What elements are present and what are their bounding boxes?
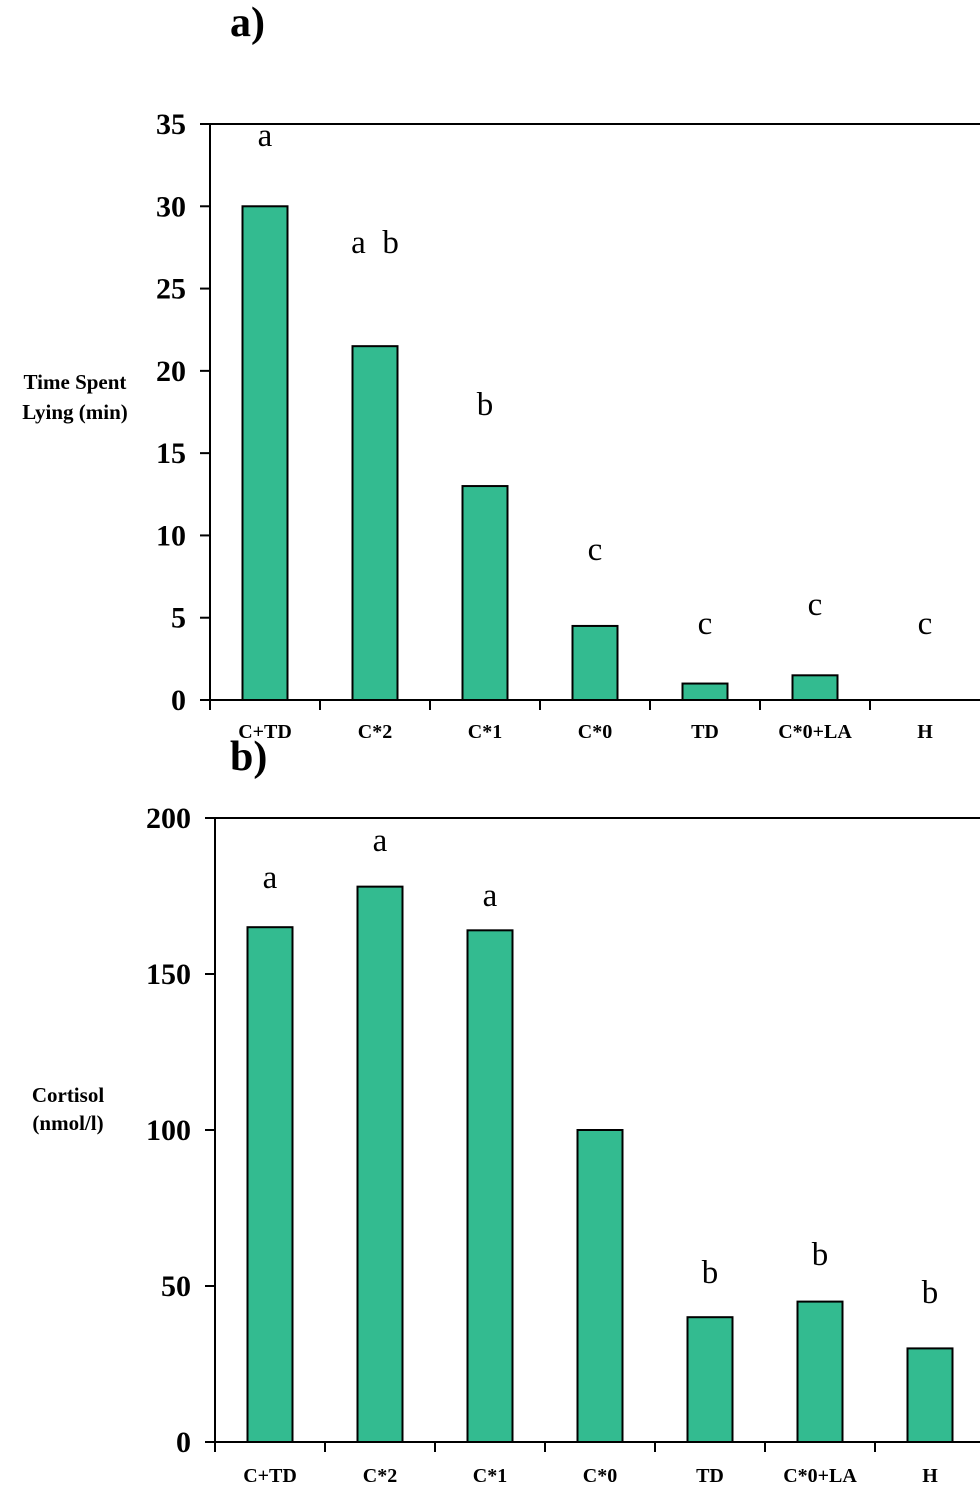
bar-c-2 bbox=[356, 885, 404, 1443]
significance-label: b bbox=[477, 387, 494, 423]
y-tick-label: 200 bbox=[146, 802, 191, 835]
significance-label: c bbox=[918, 606, 933, 642]
significance-label: c bbox=[808, 587, 823, 623]
chart-panel-b: b) Cortisol (nmol/l) 0 50 100 150 200 C+TD a C*2 a C… bbox=[32, 734, 980, 1487]
significance-label: c bbox=[588, 532, 603, 568]
significance-label: a bbox=[373, 823, 388, 859]
bar-c-td bbox=[246, 926, 294, 1443]
significance-label: b bbox=[812, 1237, 829, 1273]
x-tick-label: C*0 bbox=[583, 1465, 617, 1487]
significance-label: a bbox=[483, 878, 498, 914]
y-tick-label: 50 bbox=[161, 1270, 191, 1303]
panel-label: b) bbox=[230, 734, 267, 780]
y-tick-label: 30 bbox=[156, 190, 186, 223]
panel-label: a) bbox=[230, 0, 265, 46]
significance-label: a bbox=[258, 118, 273, 154]
y-tick-label: 100 bbox=[146, 1114, 191, 1147]
y-axis-label: (nmol/l) bbox=[32, 1111, 103, 1135]
significance-label: a b bbox=[351, 225, 399, 261]
significance-label: b bbox=[702, 1255, 719, 1291]
bar-c-0 bbox=[576, 1129, 624, 1443]
x-tick-label: TD bbox=[691, 721, 719, 743]
y-tick-label: 0 bbox=[171, 684, 186, 717]
bar-c-0-la bbox=[791, 674, 839, 701]
y-axis-label: Cortisol bbox=[32, 1083, 104, 1107]
significance-label: c bbox=[698, 606, 713, 642]
x-tick-label: C*2 bbox=[358, 721, 392, 743]
bar-td bbox=[681, 682, 729, 701]
x-tick-label: TD bbox=[696, 1465, 724, 1487]
y-tick-label: 10 bbox=[156, 519, 186, 552]
x-tick-label: C*2 bbox=[363, 1465, 397, 1487]
bar-c-1 bbox=[461, 485, 509, 701]
x-tick-label: C*1 bbox=[473, 1465, 507, 1487]
x-tick-label: C+TD bbox=[238, 721, 292, 743]
y-tick-label: 5 bbox=[171, 602, 186, 635]
y-tick-label: 20 bbox=[156, 355, 186, 388]
significance-label: b bbox=[922, 1275, 939, 1311]
x-tick-label: H bbox=[922, 1465, 938, 1487]
y-tick-label: 25 bbox=[156, 273, 186, 306]
y-tick-label: 35 bbox=[156, 108, 186, 141]
bar-c-0 bbox=[571, 624, 619, 702]
chart-panel-a: a) Time Spent Lying (min) 0 5 10 15 20 25 30 35 C+T… bbox=[22, 0, 980, 743]
x-tick-label: C+TD bbox=[243, 1465, 297, 1487]
y-tick-label: 15 bbox=[156, 437, 186, 470]
significance-label: a bbox=[263, 860, 278, 896]
x-tick-label: C*0+LA bbox=[783, 1465, 857, 1487]
x-tick-label: C*0+LA bbox=[778, 721, 852, 743]
bar-h bbox=[906, 1347, 954, 1444]
bar-c-td bbox=[241, 205, 289, 702]
x-tick-label: H bbox=[917, 721, 933, 743]
bar-c-0-la bbox=[796, 1300, 844, 1443]
y-axis-label: Time Spent bbox=[24, 370, 127, 394]
bar-td bbox=[686, 1316, 734, 1443]
y-tick-label: 0 bbox=[176, 1426, 191, 1459]
bar-c-1 bbox=[466, 929, 514, 1443]
y-axis-label: Lying (min) bbox=[22, 400, 128, 424]
x-tick-label: C*0 bbox=[578, 721, 612, 743]
x-tick-label: C*1 bbox=[468, 721, 502, 743]
y-tick-label: 150 bbox=[146, 958, 191, 991]
bar-c-2 bbox=[351, 345, 399, 701]
